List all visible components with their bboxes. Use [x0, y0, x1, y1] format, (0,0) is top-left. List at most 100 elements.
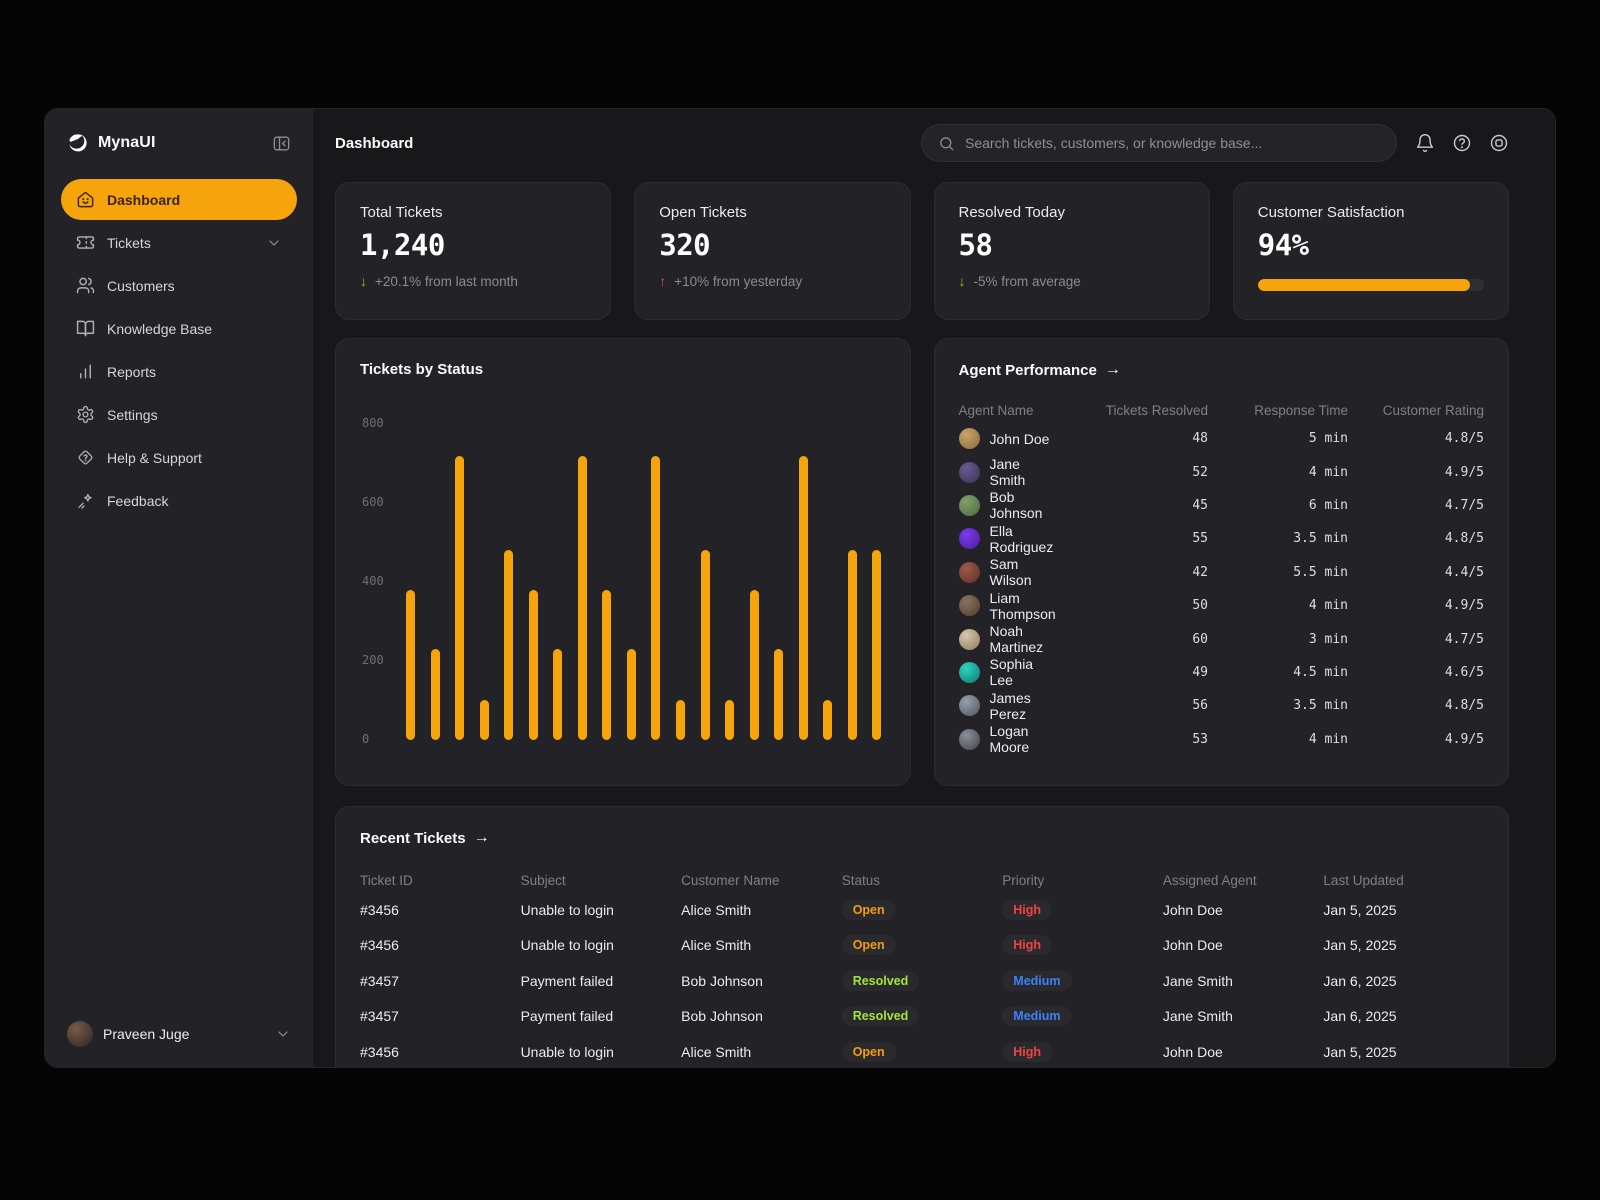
- agent-performance-title[interactable]: Agent Performance →: [958, 361, 1121, 379]
- agent-avatar: [958, 595, 980, 617]
- stat-card-resolved-today: Resolved Today 58 ↓ -5% from average: [933, 182, 1210, 320]
- y-axis-tick-label: 600: [362, 495, 384, 509]
- satisfaction-progress-bar: [1257, 279, 1484, 291]
- agent-metric-value: 4.6/5: [1444, 664, 1484, 680]
- sparkles-icon: [76, 491, 95, 510]
- recent-tickets-title[interactable]: Recent Tickets →: [360, 829, 490, 847]
- ticket-last-updated: Jan 5, 2025: [1323, 1043, 1397, 1060]
- ticket-last-updated: Jan 6, 2025: [1323, 1008, 1397, 1025]
- home-smile-icon: [76, 190, 95, 209]
- agent-metric-value: 4 min: [1308, 731, 1348, 747]
- bar-chart-icon: [76, 362, 95, 381]
- agent-table-row[interactable]: Sophia Lee 49 4.5 min 4.6/5: [958, 656, 1484, 689]
- tickets-table-header: Ticket ID Subject Customer Name Status Prior…: [360, 873, 1484, 888]
- agent-avatar: [958, 461, 980, 483]
- recent-tickets-card: Recent Tickets → Ticket ID Subject Custome…: [335, 806, 1509, 1067]
- arrow-right-icon: →: [1104, 361, 1121, 378]
- ticket-subject: Unable to login: [520, 901, 614, 918]
- agent-table-row[interactable]: Logan Moore 53 4 min 4.9/5: [958, 723, 1484, 756]
- user-avatar: [67, 1021, 93, 1047]
- ticket-customer-name: Alice Smith: [681, 901, 752, 918]
- agent-avatar: [958, 661, 980, 683]
- trend-arrow-icon: ↓: [360, 273, 367, 289]
- agent-name: Ella Rodriguez: [989, 522, 1054, 555]
- ticket-table-row[interactable]: #3457 Payment failed Bob Johnson Resolved Me…: [360, 999, 1484, 1035]
- topbar-icons: [1415, 133, 1509, 153]
- ticket-customer-name: Alice Smith: [681, 937, 752, 954]
- agent-metric-value: 3.5 min: [1293, 531, 1348, 547]
- brand-name: MynaUI: [98, 134, 156, 151]
- ticket-icon: [76, 233, 95, 252]
- agent-metric-value: 53: [1192, 731, 1208, 747]
- user-menu[interactable]: Praveen Juge: [61, 1015, 297, 1047]
- sidebar-item-customers[interactable]: Customers: [61, 265, 297, 306]
- ticket-column-header: Assigned Agent: [1162, 873, 1257, 888]
- chart-bar: [774, 649, 784, 740]
- ticket-column-header: Status: [841, 873, 880, 888]
- stats-row: Total Tickets 1,240 ↓ +20.1% from last mo…: [335, 182, 1509, 320]
- ticket-id: #3456: [360, 1043, 399, 1060]
- ticket-id: #3456: [360, 937, 399, 954]
- sidebar-item-dashboard[interactable]: Dashboard: [61, 179, 297, 220]
- agent-metric-value: 5.5 min: [1293, 564, 1348, 580]
- sidebar-collapse-icon[interactable]: [272, 134, 291, 153]
- sidebar-item-tickets[interactable]: Tickets: [61, 222, 297, 263]
- ticket-column-header: Subject: [520, 873, 566, 888]
- topbar: Dashboard: [335, 124, 1509, 162]
- ticket-table-row[interactable]: #3457 Payment failed Bob Johnson Resolved Me…: [360, 963, 1484, 999]
- book-open-icon: [76, 319, 95, 338]
- ticket-subject: Payment failed: [520, 972, 614, 989]
- agent-metric-value: 50: [1192, 598, 1208, 614]
- agent-table-row[interactable]: Ella Rodriguez 55 3.5 min 4.8/5: [958, 522, 1484, 555]
- stat-title: Total Tickets: [360, 204, 443, 221]
- agent-name: Liam Thompson: [989, 589, 1056, 622]
- bar-chart: 0 200 400 600 800: [360, 410, 886, 750]
- agent-table-row[interactable]: Sam Wilson 42 5.5 min 4.4/5: [958, 556, 1484, 589]
- agent-name: Sam Wilson: [989, 556, 1032, 589]
- status-badge: Open: [841, 1041, 896, 1062]
- agent-table-row[interactable]: James Perez 56 3.5 min 4.8/5: [958, 689, 1484, 722]
- agent-name: John Doe: [989, 430, 1050, 447]
- agent-table-row[interactable]: Noah Martinez 60 3 min 4.7/5: [958, 622, 1484, 655]
- notifications-bell-icon[interactable]: [1415, 133, 1435, 153]
- chart-bar: [626, 649, 636, 740]
- profile-icon[interactable]: [1489, 133, 1509, 153]
- chart-bar: [651, 456, 661, 740]
- sidebar-item-knowledge-base[interactable]: Knowledge Base: [61, 308, 297, 349]
- ticket-last-updated: Jan 6, 2025: [1323, 972, 1397, 989]
- chart-bar: [430, 649, 440, 740]
- agent-table-row[interactable]: John Doe 48 5 min 4.8/5: [958, 422, 1484, 455]
- agent-metric-value: 5 min: [1308, 431, 1348, 447]
- agent-name: Jane Smith: [989, 456, 1026, 489]
- ticket-subject: Payment failed: [520, 1008, 614, 1025]
- agent-metric-value: 42: [1192, 564, 1208, 580]
- agent-column-header: Tickets Resolved: [1105, 403, 1208, 418]
- search-input[interactable]: [965, 135, 1380, 151]
- ticket-table-row[interactable]: #3456 Unable to login Alice Smith Open High J…: [360, 892, 1484, 928]
- agent-table-row[interactable]: Liam Thompson 50 4 min 4.9/5: [958, 589, 1484, 622]
- ticket-last-updated: Jan 5, 2025: [1323, 901, 1397, 918]
- help-icon[interactable]: [1452, 133, 1472, 153]
- sidebar-item-settings[interactable]: Settings: [61, 394, 297, 435]
- users-icon: [76, 276, 95, 295]
- chart-bar: [823, 700, 833, 740]
- agent-metric-value: 3.5 min: [1293, 698, 1348, 714]
- trend-arrow-icon: ↑: [659, 273, 667, 289]
- chart-bar: [847, 550, 857, 740]
- ticket-assigned-agent: John Doe: [1162, 901, 1223, 918]
- agent-metric-value: 49: [1192, 664, 1208, 680]
- agent-table-row[interactable]: Jane Smith 52 4 min 4.9/5: [958, 455, 1484, 489]
- tickets-table-body: #3456 Unable to login Alice Smith Open High J…: [360, 892, 1484, 1067]
- status-badge: Open: [841, 899, 896, 920]
- chart-bar: [504, 550, 514, 740]
- agent-table-row[interactable]: Bob Johnson 45 6 min 4.7/5: [958, 489, 1484, 522]
- sidebar-item-reports[interactable]: Reports: [61, 351, 297, 392]
- stat-delta: ↓ -5% from average: [958, 273, 1081, 289]
- ticket-assigned-agent: Jane Smith: [1162, 1008, 1233, 1025]
- ticket-table-row[interactable]: #3456 Unable to login Alice Smith Open High J…: [360, 1034, 1484, 1067]
- sidebar-item-label: Reports: [107, 363, 157, 380]
- ticket-table-row[interactable]: #3456 Unable to login Alice Smith Open High J…: [360, 928, 1484, 964]
- sidebar-item-help-support[interactable]: Help & Support: [61, 437, 297, 478]
- sidebar-item-feedback[interactable]: Feedback: [61, 480, 297, 521]
- agent-avatar: [958, 628, 980, 650]
